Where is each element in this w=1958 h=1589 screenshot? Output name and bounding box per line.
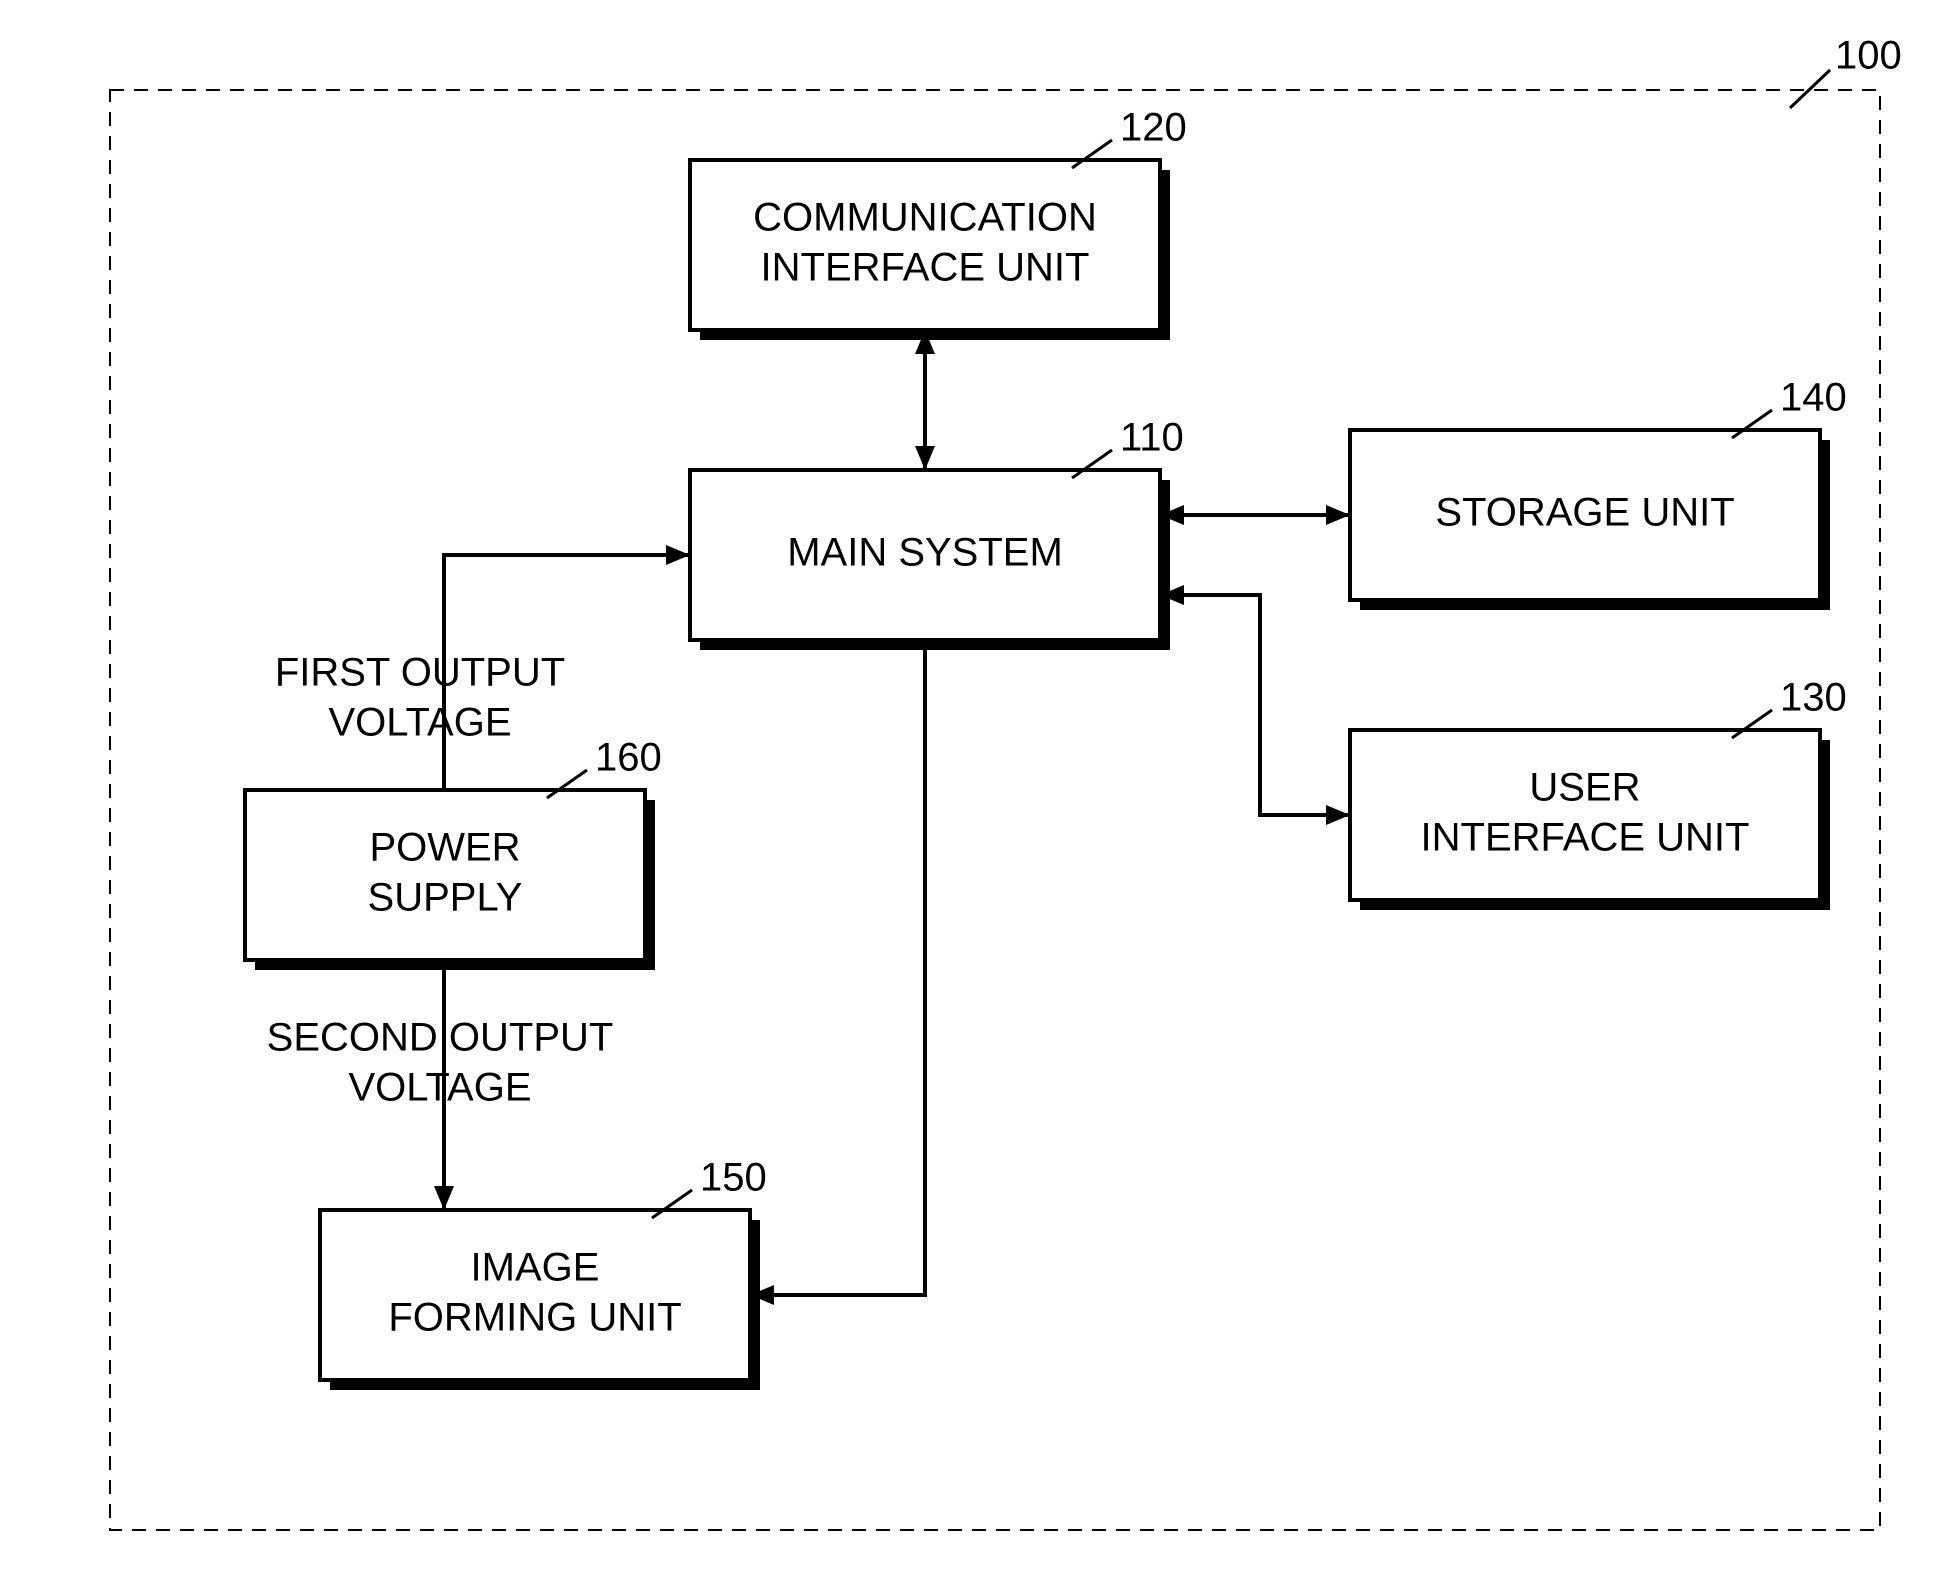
node-power-label-line-1: SUPPLY	[368, 876, 523, 920]
connector-main-ui	[1160, 595, 1350, 815]
free-label-second_voltage-line-1: VOLTAGE	[348, 1066, 531, 1110]
arrow-power-main-end	[666, 545, 690, 565]
block-diagram: 100 MAIN SYSTEM 110 COMMUNICATION INTERFACE …	[0, 0, 1958, 1589]
node-main: MAIN SYSTEM 110	[690, 416, 1184, 650]
arrow-main-ui-end	[1326, 805, 1350, 825]
node-image-label-line-1: FORMING UNIT	[388, 1296, 681, 1340]
free-label-first_voltage-line-0: FIRST OUTPUT	[275, 651, 565, 695]
node-comm: COMMUNICATION INTERFACE UNIT 120	[690, 106, 1187, 340]
ref-label-150: 150	[700, 1156, 767, 1200]
node-ui: USER INTERFACE UNIT 130	[1350, 676, 1847, 910]
free-label-first_voltage-line-1: VOLTAGE	[328, 701, 511, 745]
node-power-label-line-0: POWER	[369, 826, 520, 870]
node-image: IMAGE FORMING UNIT 150	[320, 1156, 767, 1390]
arrow-comm-main-end	[915, 446, 935, 470]
node-comm-label-line-1: INTERFACE UNIT	[761, 246, 1090, 290]
ref-label-100: 100	[1835, 34, 1902, 78]
ref-label-120: 120	[1120, 106, 1187, 150]
node-power: POWER SUPPLY 160	[245, 736, 662, 970]
free-label-second_voltage-line-0: SECOND OUTPUT	[267, 1016, 614, 1060]
ref-label-110: 110	[1120, 416, 1184, 460]
ref-label-160: 160	[595, 736, 662, 780]
node-storage-label-line-0: STORAGE UNIT	[1435, 491, 1734, 535]
arrow-main-storage-end	[1326, 505, 1350, 525]
ref-label-130: 130	[1780, 676, 1847, 720]
node-image-label-line-0: IMAGE	[471, 1246, 600, 1290]
connector-main-image	[750, 640, 925, 1295]
node-ui-label-line-0: USER	[1529, 766, 1640, 810]
node-main-label-line-0: MAIN SYSTEM	[787, 531, 1063, 575]
ref-label-140: 140	[1780, 376, 1847, 420]
arrow-power-image-end	[434, 1186, 454, 1210]
node-comm-label-line-0: COMMUNICATION	[753, 196, 1097, 240]
node-ui-label-line-1: INTERFACE UNIT	[1421, 816, 1750, 860]
node-storage: STORAGE UNIT 140	[1350, 376, 1847, 610]
nodes: MAIN SYSTEM 110 COMMUNICATION INTERFACE UNI…	[245, 106, 1847, 1390]
